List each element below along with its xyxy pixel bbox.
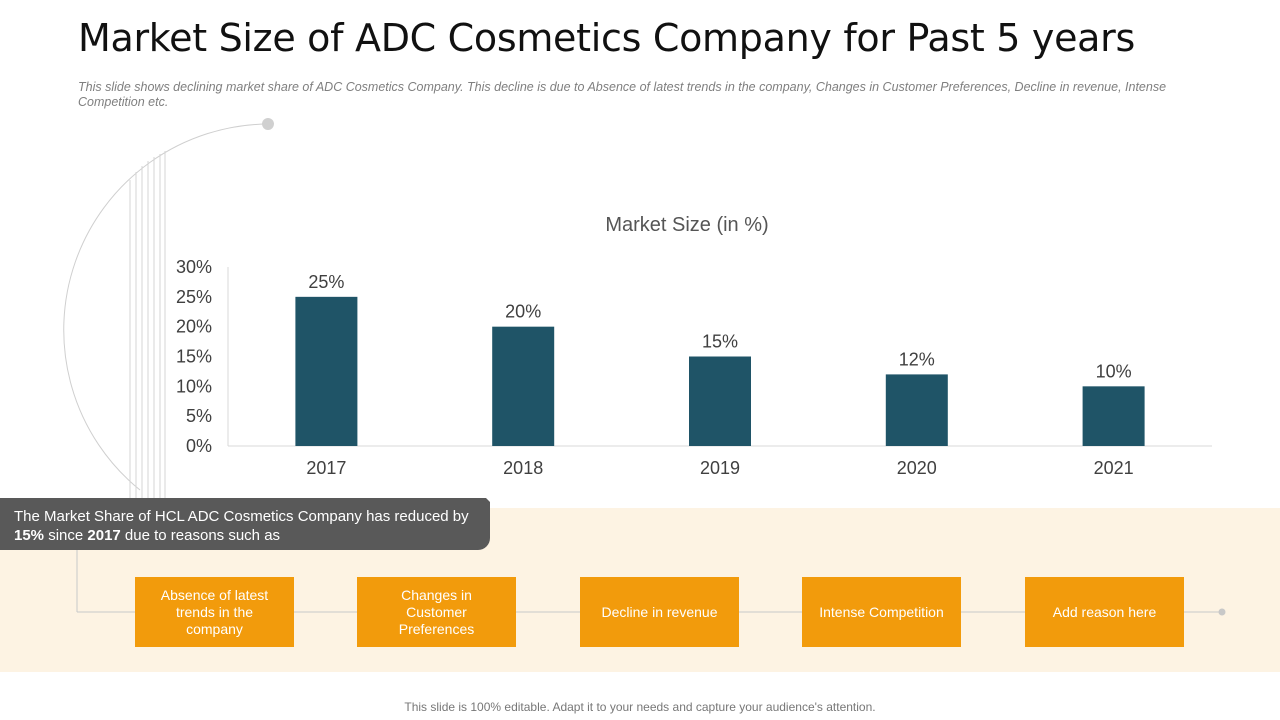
y-tick-label: 5%	[186, 406, 212, 426]
y-tick-label: 30%	[176, 257, 212, 277]
reason-box-decline-in-revenue: Decline in revenue	[580, 577, 739, 647]
bar-2017	[295, 296, 358, 446]
data-label-2021: 10%	[1096, 361, 1132, 381]
y-tick-label: 25%	[176, 287, 212, 307]
footer-note: This slide is 100% editable. Adapt it to…	[404, 700, 876, 714]
x-tick-label-2019: 2019	[700, 458, 740, 478]
slide-subtitle: This slide shows declining market share …	[78, 80, 1167, 109]
x-tick-label-2017: 2017	[306, 458, 346, 478]
reason-box-intense-competition: Intense Competition	[802, 577, 961, 647]
market-size-chart: Market Size (in %) 0% 5% 10% 15% 20% 25% 30% 25%…	[176, 214, 1212, 478]
chart-title: Market Size (in %)	[605, 214, 768, 236]
y-tick-label: 10%	[176, 376, 212, 396]
x-tick-label-2021: 2021	[1094, 458, 1134, 478]
y-tick-label: 0%	[186, 436, 212, 456]
y-tick-label: 15%	[176, 347, 212, 367]
bar-2021	[1082, 386, 1145, 446]
x-tick-label-2020: 2020	[897, 458, 937, 478]
reason-box-customer-preferences: Changes in Customer Preferences	[357, 577, 516, 647]
bar-2020	[885, 374, 948, 446]
y-tick-label: 20%	[176, 317, 212, 337]
callout-year: 2017	[87, 527, 121, 544]
bar-2018	[492, 326, 555, 446]
bar-2019	[689, 356, 751, 446]
summary-callout: The Market Share of HCL ADC Cosmetics Co…	[0, 498, 490, 550]
reason-box-absence-of-trends: Absence of latest trends in the company	[135, 577, 294, 647]
x-tick-label-2018: 2018	[503, 458, 543, 478]
callout-percent: 15%	[14, 527, 45, 544]
data-label-2018: 20%	[505, 302, 541, 322]
slide-title: Market Size of ADC Cosmetics Company for…	[78, 16, 1135, 60]
summary-callout-text: The Market Share of HCL ADC Cosmetics Co…	[14, 508, 469, 544]
data-label-2017: 25%	[308, 272, 344, 292]
reason-box-add-reason: Add reason here	[1025, 577, 1184, 647]
data-label-2020: 12%	[899, 349, 935, 369]
data-label-2019: 15%	[702, 332, 738, 352]
